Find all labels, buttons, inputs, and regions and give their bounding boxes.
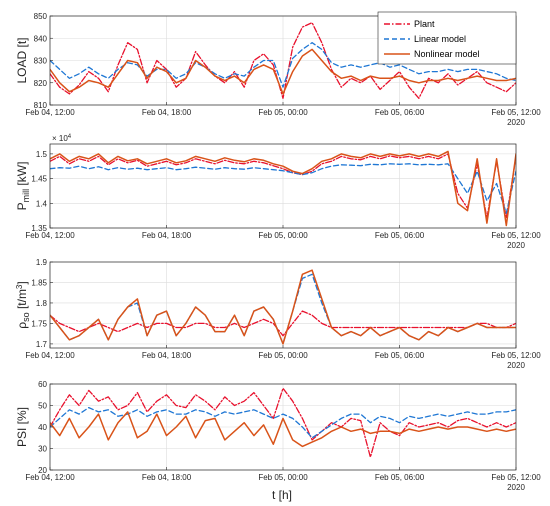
xtick-label-load-1: Feb 04, 18:00 [142, 108, 192, 117]
y-axis-label-pmill: Pmill [kW] [15, 162, 31, 211]
xtick-label-psi-0: Feb 04, 12:00 [25, 473, 75, 482]
series-pmill-plant [50, 153, 516, 219]
xtick-label-pmill-0: Feb 04, 12:00 [25, 231, 75, 240]
xtick-label-rho-4: Feb 05, 12:00 [491, 351, 541, 360]
xtick-label-pmill-1: Feb 04, 18:00 [142, 231, 192, 240]
exponent-label-pmill: × 104 [52, 134, 72, 143]
panel-rho: 1.7 1.75 1.8 1.85 1.9 Feb 04, 12:00 Feb 04, 18… [15, 258, 541, 370]
xtick-label-psi-2: Feb 05, 00:00 [258, 473, 308, 482]
xtick-year-psi: 2020 [507, 483, 525, 492]
panel-psi: 20 30 40 50 60 Feb 04, 12:00 Feb 04, 18:00 Feb … [15, 380, 541, 492]
series-rho-nonlinear [50, 269, 516, 345]
series-pmill-linear [50, 163, 516, 214]
legend: Plant Linear model Nonlinear model [377, 11, 517, 65]
legend-label-nonlinear: Nonlinear model [414, 49, 480, 59]
ytick-label-psi-2: 40 [38, 423, 47, 432]
ytick-label-rho-0: 1.7 [36, 340, 48, 349]
xtick-label-psi-4: Feb 05, 12:00 [491, 473, 541, 482]
ytick-label-rho-1: 1.75 [31, 319, 47, 328]
xtick-year-load: 2020 [507, 118, 525, 127]
xtick-label-pmill-4: Feb 05, 12:00 [491, 231, 541, 240]
xtick-label-psi-1: Feb 04, 18:00 [142, 473, 192, 482]
ytick-label-pmill-3: 1.5 [36, 150, 48, 159]
xtick-label-rho-0: Feb 04, 12:00 [25, 351, 75, 360]
ytick-label-rho-4: 1.9 [36, 258, 48, 267]
series-rho-plant [50, 310, 516, 337]
legend-box [377, 11, 517, 65]
y-axis-label-psi: PSI [%] [15, 407, 29, 447]
ytick-label-load-4: 850 [34, 12, 48, 21]
ytick-label-psi-0: 20 [38, 466, 47, 475]
x-axis-label: t [h] [272, 488, 292, 502]
xtick-label-pmill-2: Feb 05, 00:00 [258, 231, 308, 240]
xtick-year-pmill: 2020 [507, 241, 525, 250]
y-axis-label-load: LOAD [t] [15, 37, 29, 83]
ytick-label-pmill-2: 1.45 [31, 175, 47, 184]
series-psi-linear [50, 406, 516, 439]
xtick-label-load-2: Feb 05, 00:00 [258, 108, 308, 117]
ytick-label-load-2: 830 [34, 57, 48, 66]
ytick-label-load-0: 810 [34, 101, 48, 110]
series-psi-nonlinear [50, 411, 516, 448]
series-psi-plant [50, 387, 516, 458]
xtick-label-load-3: Feb 05, 06:00 [375, 108, 425, 117]
legend-label-plant: Plant [414, 19, 435, 29]
panels-group: 810 820 830 840 850 Feb 04, 12:00 Feb 04, 18:0… [15, 12, 541, 492]
ytick-label-load-3: 840 [34, 34, 48, 43]
series-load-plant [50, 22, 516, 99]
xtick-label-load-4: Feb 05, 12:00 [491, 108, 541, 117]
ytick-label-load-1: 820 [34, 79, 48, 88]
series-load-linear [50, 42, 516, 88]
ytick-label-pmill-1: 1.4 [36, 199, 48, 208]
ytick-label-pmill-0: 1.35 [31, 224, 47, 233]
legend-label-linear: Linear model [414, 34, 466, 44]
series-load-nonlinear [50, 48, 516, 95]
ytick-label-psi-1: 30 [38, 445, 47, 454]
xtick-label-rho-1: Feb 04, 18:00 [142, 351, 192, 360]
xtick-year-rho: 2020 [507, 361, 525, 370]
panel-load: 810 820 830 840 850 Feb 04, 12:00 Feb 04, 18:0… [15, 12, 541, 127]
ytick-label-psi-3: 50 [38, 402, 47, 411]
xtick-label-rho-3: Feb 05, 06:00 [375, 351, 425, 360]
ytick-label-rho-2: 1.8 [36, 299, 48, 308]
ytick-label-psi-4: 60 [38, 380, 47, 389]
ytick-label-rho-3: 1.85 [31, 278, 47, 287]
series-pmill-nonlinear [50, 150, 516, 227]
xtick-label-load-0: Feb 04, 12:00 [25, 108, 75, 117]
xtick-label-rho-2: Feb 05, 00:00 [258, 351, 308, 360]
y-axis-label-rho: ρso [t/m3] [15, 281, 31, 328]
xtick-label-psi-3: Feb 05, 06:00 [375, 473, 425, 482]
xtick-label-pmill-3: Feb 05, 06:00 [375, 231, 425, 240]
panel-pmill: 1.35 1.4 1.45 1.5 × 104 Feb 04, 12:00 Feb 04, … [15, 134, 541, 250]
